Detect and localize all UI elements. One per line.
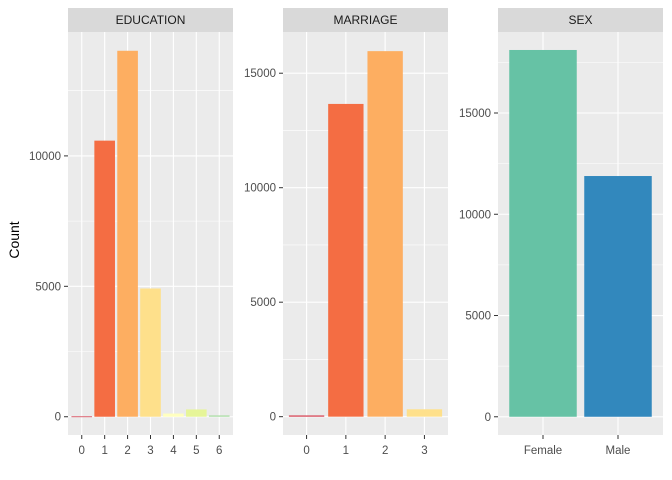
facet-title: MARRIAGE <box>333 13 397 27</box>
x-tick-label: 4 <box>170 445 177 457</box>
bar-male <box>584 176 652 417</box>
facet-sex: SEX 0 5000 10000 15000 Female Male <box>459 8 663 457</box>
x-tick-label: 0 <box>303 445 309 457</box>
facet-strip <box>498 8 663 32</box>
y-axis-title: Count <box>6 221 22 258</box>
x-tick-label: 2 <box>382 445 388 457</box>
y-tick-label: 0 <box>270 412 276 424</box>
x-tick-label: 5 <box>193 445 199 457</box>
bar-2 <box>367 51 403 417</box>
facet-education: EDUCATION 0 5000 10000 0 1 2 3 4 5 6 <box>29 8 233 457</box>
y-tick-label: 0 <box>55 412 61 424</box>
x-tick-label: 3 <box>147 445 153 457</box>
panel-background <box>283 32 448 435</box>
y-tick-label: 15000 <box>459 108 491 120</box>
bar-3 <box>406 409 443 417</box>
bar-1 <box>94 140 115 417</box>
facet-title: SEX <box>568 13 592 27</box>
bar-female <box>509 49 577 417</box>
bar-0 <box>288 415 325 417</box>
x-tick-label: 1 <box>343 445 349 457</box>
y-tick-label: 10000 <box>459 209 491 221</box>
facet-strip <box>283 8 448 32</box>
bar-4 <box>163 413 184 417</box>
x-tick-label: 3 <box>421 445 427 457</box>
y-tick-label: 5000 <box>250 297 276 309</box>
facet-strip <box>68 8 233 32</box>
bar-1 <box>328 103 364 417</box>
x-tick-label: 6 <box>216 445 222 457</box>
y-tick-label: 15000 <box>244 68 276 80</box>
bar-3 <box>140 288 161 417</box>
y-tick-label: 5000 <box>35 281 61 293</box>
x-tick-label: 0 <box>79 445 85 457</box>
bar-5 <box>186 409 207 417</box>
y-tick-label: 5000 <box>465 311 491 323</box>
y-tick-label: 0 <box>485 412 491 424</box>
facet-marriage: MARRIAGE 0 5000 10000 15000 0 1 2 3 <box>244 8 448 457</box>
x-tick-label: Female <box>524 445 562 457</box>
x-tick-label: 2 <box>124 445 130 457</box>
bar-0 <box>71 416 93 418</box>
facet-title: EDUCATION <box>116 13 186 27</box>
bar-2 <box>117 50 138 417</box>
y-tick-label: 10000 <box>29 151 61 163</box>
bar-6 <box>208 415 230 417</box>
x-tick-label: Male <box>606 445 631 457</box>
y-tick-label: 10000 <box>244 183 276 195</box>
x-tick-label: 1 <box>101 445 107 457</box>
